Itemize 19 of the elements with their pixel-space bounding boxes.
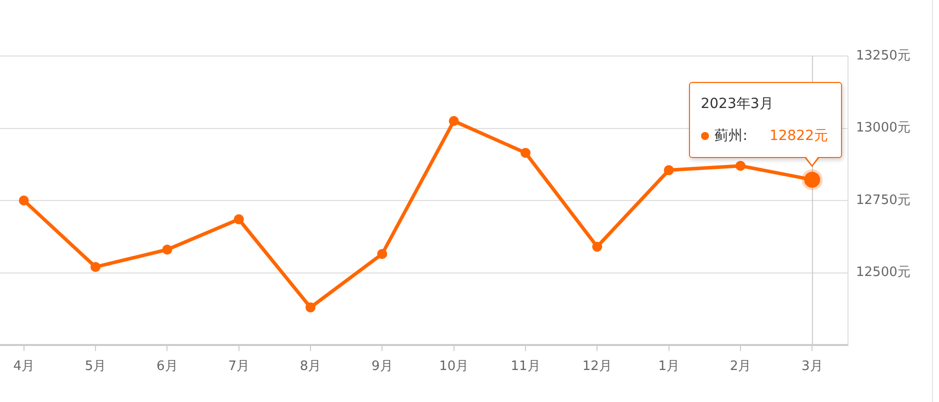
y-tick-label: 13250元 (856, 48, 910, 64)
x-tick-label: 11月 (510, 359, 540, 374)
x-tick-label: 7月 (228, 359, 250, 374)
x-tick-label: 4月 (13, 359, 34, 374)
annotation: 2023年3月 (700, 96, 774, 112)
legend-label: 蓟州: (714, 126, 748, 146)
x-tick-label: 9月 (372, 359, 393, 374)
y-tick-label: 13000元 (856, 120, 910, 136)
data-label: 12822元 (769, 126, 828, 146)
x-tick-label: 3月 (802, 359, 823, 374)
y-tick-label: 12750元 (856, 192, 910, 208)
x-tick-label: 1月 (658, 359, 680, 374)
x-tick-label: 6月 (156, 359, 178, 374)
x-tick-label: 12月 (582, 359, 612, 374)
x-tick-label: 10月 (439, 359, 469, 374)
x-tick-label: 2月 (730, 359, 752, 374)
y-tick-label: 12500元 (856, 265, 910, 280)
x-tick-label: 8月 (300, 359, 322, 374)
x-tick-label: 5月 (84, 359, 106, 374)
